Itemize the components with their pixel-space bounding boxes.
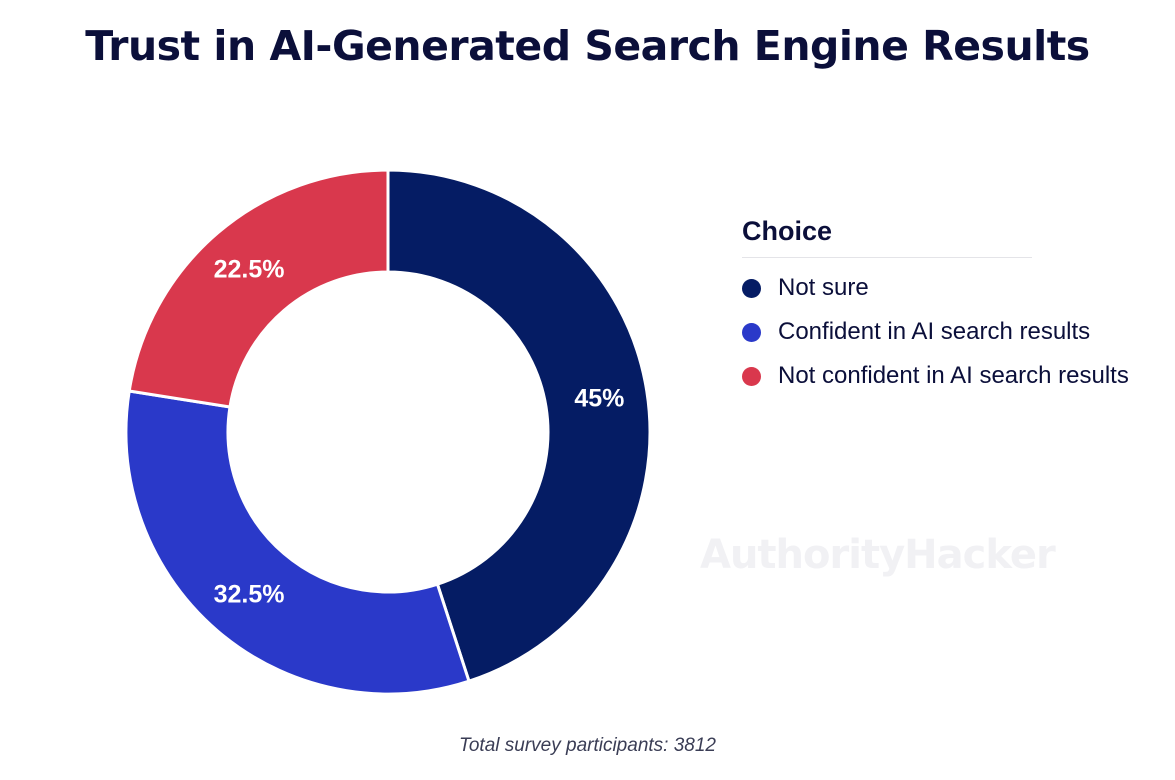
slice-not-confident-in-ai-search-results (127, 168, 390, 409)
legend-item-not-confident-in-ai-search-results: Not confident in AI search results (742, 362, 1162, 389)
authorityhacker-watermark: AuthorityHacker (700, 532, 1056, 578)
donut-slices (124, 168, 652, 696)
legend-title: Choice (742, 216, 1032, 258)
legend-items: Not sure Confident in AI search results No… (742, 274, 1162, 389)
legend-swatch-icon (742, 367, 761, 386)
legend-item-not-sure: Not sure (742, 274, 1162, 301)
legend-label: Confident in AI search results (778, 318, 1091, 345)
legend-label: Not confident in AI search results (778, 362, 1129, 389)
slice-label-not-sure: 45% (574, 385, 624, 413)
slice-not-sure (386, 168, 652, 684)
slice-label-not-confident-in-ai-search-results: 22.5% (214, 255, 285, 283)
chart-title: Trust in AI-Generated Search Engine Resu… (85, 22, 1090, 70)
legend-item-confident-in-ai-search-results: Confident in AI search results (742, 318, 1162, 345)
footnote: Total survey participants: 3812 (458, 735, 716, 756)
legend-label: Not sure (778, 274, 869, 301)
donut-slice-labels: 45% 32.5% 22.5% (214, 255, 625, 608)
slice-label-confident-in-ai-search-results: 32.5% (214, 581, 285, 609)
legend-swatch-icon (742, 279, 761, 298)
legend: Choice Not sure Confident in AI search re… (742, 216, 1162, 406)
slice-confident-in-ai-search-results (124, 389, 471, 696)
legend-swatch-icon (742, 323, 761, 342)
